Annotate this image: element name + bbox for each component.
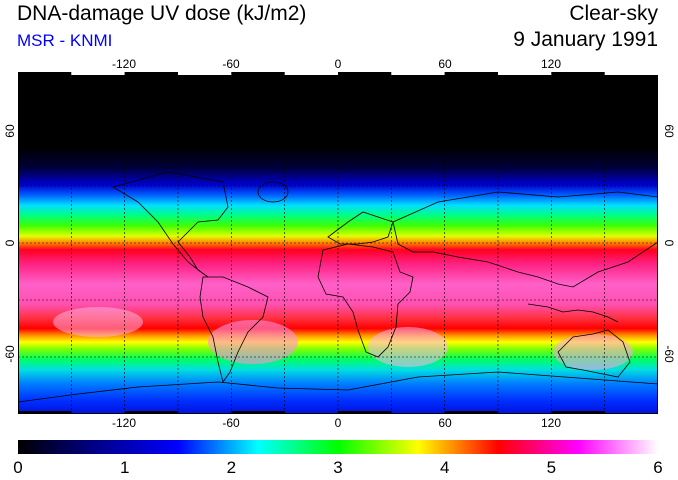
lon-tick-top: 0 (334, 57, 342, 71)
frame-bar-bottom (551, 411, 605, 414)
frame-bars (71, 72, 658, 75)
colorbar-label: 4 (439, 458, 450, 477)
frame-bars-bottom (18, 411, 605, 414)
colorbar-label: 1 (119, 458, 130, 477)
high-dose-patch (208, 320, 298, 364)
lon-tick-bottom: 0 (334, 416, 342, 430)
colorbar-label: 6 (653, 458, 663, 477)
lon-tick-bottom: 120 (540, 416, 562, 430)
coastlines (18, 171, 658, 403)
high-dose-patch (53, 307, 143, 337)
coast-antarctica (18, 371, 658, 403)
coast-north-america (111, 171, 229, 278)
lat-tick-left: -60 (3, 345, 17, 363)
colorbar-label: 5 (546, 458, 557, 477)
frame-bar-top (71, 72, 125, 75)
lat-tick-right: -60 (662, 345, 676, 363)
frame-bar-bottom (18, 411, 72, 414)
colorbar (18, 440, 658, 454)
coast-greenland (257, 181, 289, 203)
lat-tick-right: 60 (662, 124, 676, 138)
frame-bar-top (604, 72, 658, 75)
coast-africa (317, 243, 414, 358)
lon-tick-top: 120 (540, 57, 562, 71)
lon-tick-bottom: -60 (222, 416, 240, 430)
frame-bar-top (391, 72, 445, 75)
lon-tick-top: -60 (222, 57, 240, 71)
coast-australia (557, 329, 631, 378)
frame-bar-bottom (338, 411, 392, 414)
high-dose-patch (368, 327, 448, 367)
lat-tick-left: 0 (3, 239, 17, 247)
date-label: 9 January 1991 (513, 28, 658, 51)
frame-bar-bottom (444, 411, 498, 414)
uv-dose-map (18, 72, 658, 414)
coast-asia (392, 191, 658, 288)
frame-bar-bottom (231, 411, 285, 414)
sky-condition-label: Clear-sky (569, 2, 658, 25)
institution-label: MSR - KNMI (17, 31, 113, 50)
high-dose-patch (553, 334, 633, 370)
colorbar-label: 3 (333, 458, 343, 477)
colorbar-gradient (18, 440, 658, 454)
frame-bar-top (178, 72, 232, 75)
graticule (18, 72, 658, 414)
lon-tick-bottom: 60 (438, 416, 452, 430)
coast-indonesia (527, 303, 619, 323)
lat-tick-left: 60 (3, 124, 17, 138)
coast-south-america (199, 276, 269, 383)
frame-bar-top (284, 72, 338, 75)
coast-europe (327, 211, 394, 245)
frame-bar-top (498, 72, 552, 75)
lon-tick-top: 60 (438, 57, 452, 71)
lon-tick-top: -120 (111, 57, 137, 71)
lat-tick-right: 0 (662, 239, 676, 247)
frame-bar-bottom (124, 411, 178, 414)
colorbar-label: 2 (226, 458, 237, 477)
colorbar-label: 0 (13, 458, 23, 477)
lon-tick-bottom: -120 (111, 416, 137, 430)
chart-title: DNA-damage UV dose (kJ/m2) (17, 2, 307, 25)
